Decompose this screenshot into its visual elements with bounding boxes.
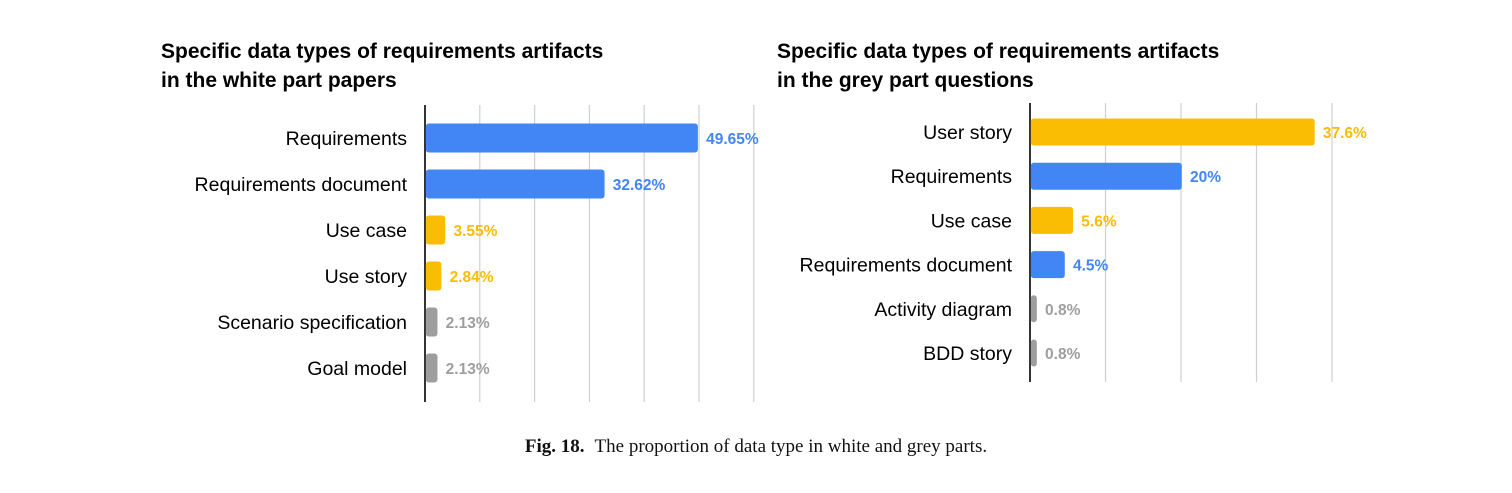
value-labels: 37.6% 20% 5.6% 4.5% 0.8% 0.8% [1045,125,1367,363]
value-label: 32.62% [613,177,666,194]
chart-grey-part: Specific data types of requirements arti… [777,40,1367,382]
value-label: 2.13% [446,315,490,332]
category-label: Goal model [307,358,407,380]
bar [1030,295,1037,323]
category-label: Use story [325,266,408,288]
chart-title-line-2: in the grey part questions [777,69,1034,92]
bar [425,261,442,291]
caption-label: Fig. 18. [524,436,585,457]
bar [425,215,446,245]
chart-title-line-1: Specific data types of requirements arti… [161,40,603,63]
category-label: Requirements [286,128,408,150]
value-label: 37.6% [1323,125,1367,142]
chart-title-line-1: Specific data types of requirements arti… [777,40,1219,63]
bar [425,169,605,199]
figure-caption: Fig. 18. The proportion of data type in w… [0,436,1512,458]
bars [425,123,698,383]
value-label: 2.13% [446,361,490,378]
bar [425,123,698,153]
category-label: Scenario specification [217,312,407,334]
category-label: Use case [326,220,407,242]
value-label: 20% [1190,169,1221,186]
bar [425,353,438,383]
chart-title-line-2: in the white part papers [161,69,397,92]
category-label: Activity diagram [874,299,1012,321]
category-label: User story [923,122,1012,144]
value-label: 0.8% [1045,346,1081,363]
bar [1030,251,1065,279]
gridlines [1029,103,1333,382]
bar [1030,162,1182,190]
figure-charts: Specific data types of requirements arti… [161,40,1367,402]
category-label: Requirements [891,166,1013,188]
value-label: 4.5% [1073,258,1109,275]
value-label: 49.65% [706,131,759,148]
value-label: 2.84% [450,269,494,286]
value-label: 3.55% [453,223,497,240]
bar [1030,118,1315,146]
category-labels: Requirements Requirements document Use cas… [195,128,408,380]
chart-white-part: Specific data types of requirements arti… [161,40,759,402]
value-label: 0.8% [1045,302,1081,319]
bars [1030,118,1315,367]
value-labels: 49.65% 32.62% 3.55% 2.84% 2.13% 2.13% [446,131,759,378]
bar [1030,206,1074,234]
category-label: Requirements document [800,255,1013,277]
bar [425,307,438,337]
category-label: Use case [931,210,1012,232]
category-label: BDD story [923,343,1012,365]
bar [1030,339,1037,367]
gridlines [424,105,755,402]
category-label: Requirements document [195,174,408,196]
category-labels: User story Requirements Use case Requiremen… [800,122,1013,365]
caption-text: The proportion of data type in white and… [594,436,988,457]
value-label: 5.6% [1081,213,1117,230]
